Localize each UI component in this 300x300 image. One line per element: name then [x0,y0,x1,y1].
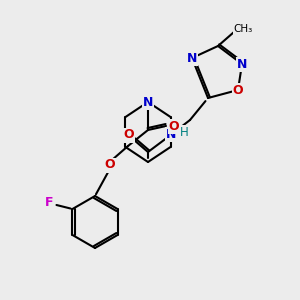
Text: O: O [105,158,115,172]
Text: H: H [180,125,188,139]
Text: O: O [233,83,243,97]
Text: N: N [143,95,153,109]
Text: F: F [45,196,54,209]
Text: O: O [124,128,134,142]
Text: N: N [237,58,247,70]
Text: N: N [187,52,197,64]
Text: O: O [169,119,179,133]
Text: N: N [166,128,176,140]
Text: CH₃: CH₃ [233,24,253,34]
